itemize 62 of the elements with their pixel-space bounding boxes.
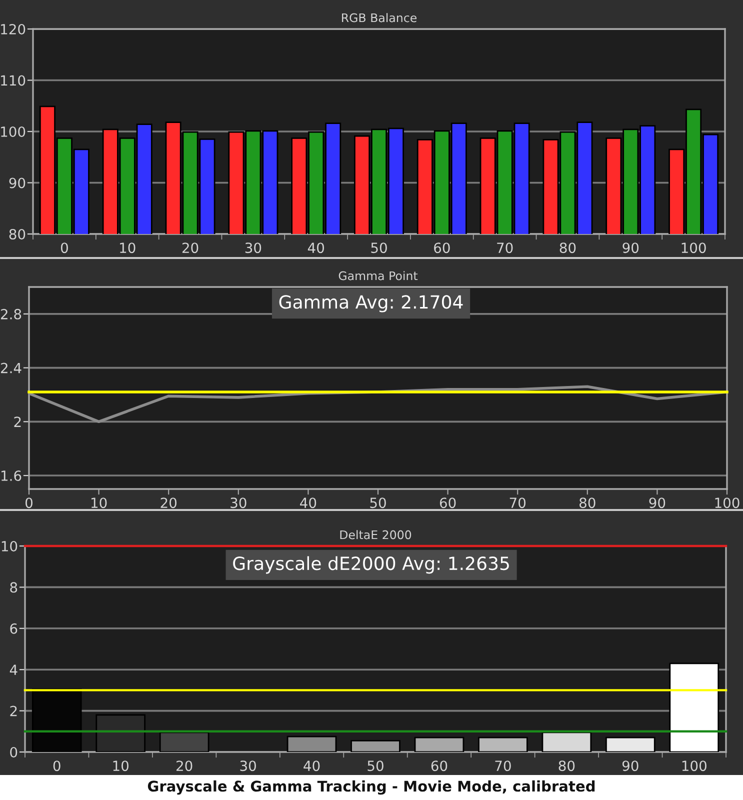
bar bbox=[606, 736, 656, 752]
y-tick-label: 100 bbox=[1, 126, 26, 137]
x-tick-label: 80 bbox=[580, 498, 596, 508]
x-tick-label: 20 bbox=[182, 242, 198, 254]
x-tick-label: 70 bbox=[497, 242, 513, 254]
y-tick-label: 1.6 bbox=[1, 470, 22, 482]
x-tick-label: 60 bbox=[434, 242, 450, 254]
y-tick-label: 2 bbox=[10, 706, 17, 716]
bar bbox=[669, 662, 720, 752]
x-tick-label: 40 bbox=[304, 760, 320, 772]
x-tick-label: 0 bbox=[60, 242, 68, 254]
bar bbox=[159, 732, 210, 752]
x-tick-label: 60 bbox=[440, 498, 456, 508]
y-tick-label: 90 bbox=[9, 178, 26, 188]
y-tick-label: 2 bbox=[14, 416, 21, 427]
chart-title: RGB Balance bbox=[342, 13, 417, 22]
x-tick-label: 0 bbox=[53, 760, 60, 772]
x-tick-label: 20 bbox=[160, 498, 177, 508]
x-tick-label: 80 bbox=[558, 760, 575, 772]
x-tick-label: 70 bbox=[495, 760, 511, 772]
x-tick-label: 40 bbox=[308, 242, 324, 254]
x-tick-label: 40 bbox=[300, 498, 316, 508]
y-tick-label: 6 bbox=[10, 623, 18, 634]
bar bbox=[286, 736, 337, 752]
x-tick-label: 90 bbox=[622, 760, 638, 772]
x-tick-label: 0 bbox=[25, 498, 32, 508]
x-tick-label: 50 bbox=[368, 760, 384, 772]
x-tick-label: 50 bbox=[370, 498, 386, 508]
annotation: Grayscale dE2000 Avg: 1.2635 bbox=[233, 556, 509, 574]
bar bbox=[32, 688, 82, 752]
y-tick-label: 80 bbox=[9, 228, 26, 240]
y-tick-label: 4 bbox=[10, 664, 18, 675]
y-tick-label: 120 bbox=[1, 24, 26, 34]
chart-title: Gamma Point bbox=[338, 271, 418, 280]
x-tick-label: 80 bbox=[560, 242, 576, 254]
x-tick-label: 50 bbox=[371, 242, 387, 254]
x-tick-label: 100 bbox=[715, 498, 740, 508]
x-tick-label: 10 bbox=[113, 760, 129, 772]
y-tick-label: 2.8 bbox=[0, 308, 22, 320]
x-tick-label: 30 bbox=[230, 498, 246, 508]
x-tick-label: 60 bbox=[431, 760, 448, 772]
bar bbox=[350, 740, 400, 752]
y-tick-label: 8 bbox=[10, 582, 18, 593]
y-tick-label: 0 bbox=[10, 746, 18, 758]
x-tick-label: 100 bbox=[682, 760, 706, 772]
annotation: Gamma Avg: 2.1704 bbox=[279, 295, 463, 312]
x-tick-label: 100 bbox=[682, 242, 706, 254]
x-tick-label: 10 bbox=[120, 242, 136, 254]
chart-title: DeltaE 2000 bbox=[340, 530, 412, 540]
y-tick-label: 10 bbox=[2, 540, 18, 552]
bar bbox=[478, 736, 528, 752]
x-tick-label: 20 bbox=[176, 760, 192, 772]
x-tick-label: 70 bbox=[510, 498, 526, 508]
text: Grayscale & Gamma Tracking - Movie Mode, calibrated bbox=[148, 780, 595, 795]
y-tick-label: 110 bbox=[1, 75, 26, 86]
x-tick-label: 30 bbox=[240, 760, 256, 772]
x-tick-label: 90 bbox=[649, 498, 666, 508]
x-tick-label: 90 bbox=[622, 242, 639, 254]
bar bbox=[542, 732, 592, 752]
x-tick-label: 30 bbox=[245, 242, 262, 254]
y-tick-label: 2.4 bbox=[0, 362, 22, 374]
x-tick-label: 10 bbox=[91, 498, 107, 508]
